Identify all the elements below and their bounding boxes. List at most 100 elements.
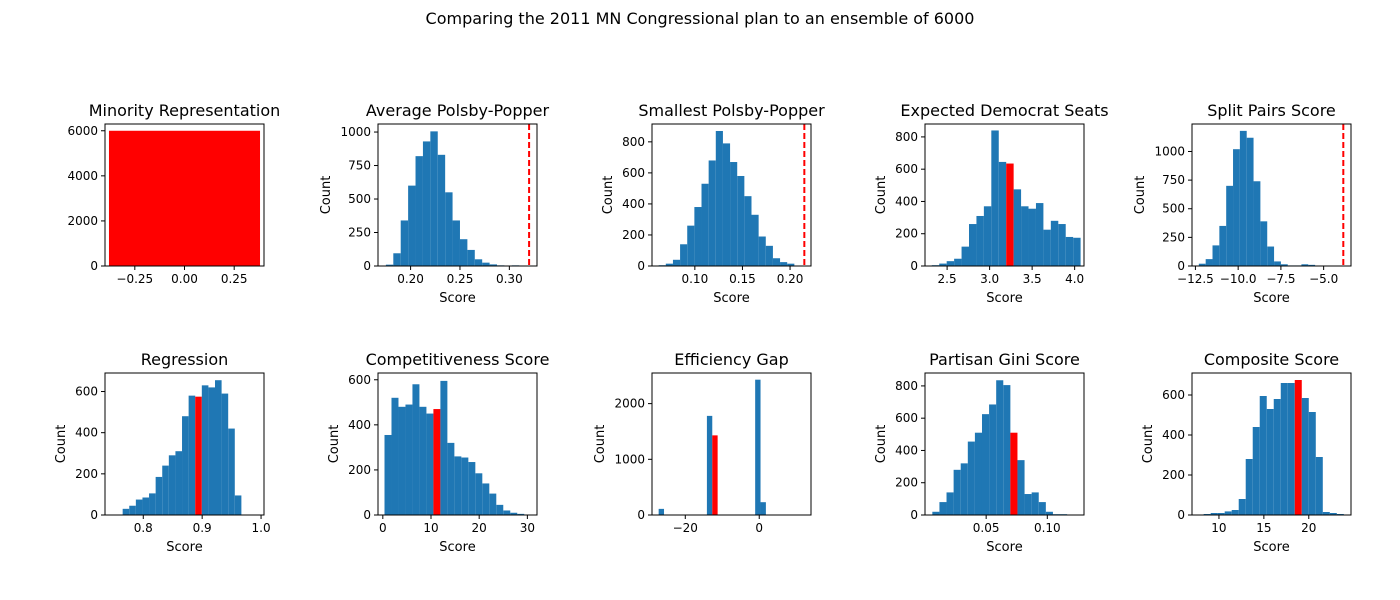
histogram-bar	[991, 130, 999, 266]
axes-frame	[651, 123, 812, 267]
y-tick-label: 250	[1162, 230, 1185, 244]
y-tick-label: 600	[895, 162, 918, 176]
histogram-bar	[1253, 181, 1261, 266]
x-tick-label: 30	[520, 521, 535, 535]
histogram-bar	[974, 432, 982, 515]
histogram-bar	[510, 512, 518, 515]
subplot-7: 0 10 20 30 0 200 400 600 Competitiveness Score Sc…	[327, 350, 550, 555]
y-tick-label: 800	[895, 130, 918, 144]
y-tick-label: 600	[622, 166, 645, 180]
x-tick-label: 4.0	[1065, 272, 1084, 286]
histogram-bar	[967, 441, 975, 515]
histogram-bar	[1058, 224, 1066, 266]
histogram-bar	[701, 183, 709, 266]
histogram-bar	[1212, 245, 1220, 266]
y-tick-label: 750	[348, 159, 371, 173]
subplot-title: Expected Democrat Seats	[900, 101, 1108, 120]
y-tick-label: 750	[1162, 173, 1185, 187]
histogram-bar	[1245, 459, 1253, 515]
subplot-title: Competitiveness Score	[366, 350, 550, 369]
histogram-bar	[482, 262, 490, 266]
histogram-bar	[758, 236, 766, 266]
x-tick-label: 0.25	[221, 272, 248, 286]
y-tick-label: 1000	[614, 452, 645, 466]
histogram-bar	[422, 141, 431, 266]
subplot-title: Efficiency Gap	[674, 350, 789, 369]
histogram-bar	[755, 379, 761, 515]
histogram-bar	[461, 457, 469, 515]
subplot-title: Average Polsby-Popper	[366, 101, 550, 120]
y-tick-label: 0	[637, 508, 645, 522]
histogram-bar	[1239, 130, 1247, 266]
subplot-title: Smallest Polsby-Popper	[638, 101, 825, 120]
histogram-bar	[430, 131, 438, 266]
histogram-bar	[408, 185, 416, 266]
y-tick-label: 0	[363, 508, 371, 522]
x-tick-label: 0.20	[777, 272, 804, 286]
y-axis-label: Count	[1141, 425, 1156, 464]
axes-frame	[1191, 372, 1352, 516]
y-axis-label: Count	[319, 176, 334, 215]
histogram-bar	[1266, 409, 1274, 515]
x-tick-label: 0.25	[447, 272, 474, 286]
histogram-bar	[135, 499, 143, 515]
axes-frame	[924, 372, 1085, 516]
histogram-bar	[482, 483, 490, 515]
histogram-bar	[960, 463, 968, 515]
x-tick-label: −5.0	[1309, 272, 1338, 286]
x-tick-label: 20	[1301, 521, 1316, 535]
histogram-bar	[467, 249, 475, 266]
histogram-bar	[1273, 399, 1281, 515]
histogram-bar	[459, 239, 468, 266]
histogram-bar	[706, 415, 713, 515]
x-axis-label: Score	[439, 291, 475, 306]
x-axis-label: Score	[713, 291, 749, 306]
histogram-bar	[1045, 511, 1053, 515]
y-tick-label: 200	[895, 476, 918, 490]
axes-frame	[377, 123, 538, 267]
histogram-bar	[1003, 385, 1011, 515]
plan-bin-bar	[1006, 163, 1014, 266]
histogram-bar	[787, 263, 795, 266]
y-tick-label: 0	[90, 508, 98, 522]
y-tick-label: 0	[1177, 508, 1185, 522]
x-tick-label: 3.5	[1023, 272, 1042, 286]
x-tick-label: 15	[1256, 521, 1271, 535]
x-tick-label: 1.0	[252, 521, 271, 535]
histogram-bar	[400, 220, 409, 266]
histogram-bar	[658, 508, 665, 515]
y-tick-label: 500	[348, 192, 371, 206]
x-tick-label: 0.05	[973, 521, 1000, 535]
subplot-9: 0.05 0.10 0 200 400 600 800 Partisan Gini Score…	[874, 350, 1085, 555]
histogram-bar	[708, 160, 716, 266]
histogram-bar	[1301, 264, 1309, 266]
histogram-bar	[1231, 510, 1239, 515]
histogram-bar	[1217, 513, 1225, 515]
histogram-bar	[149, 493, 156, 515]
histogram-bar	[939, 263, 947, 266]
plan-bin-bar	[1010, 432, 1018, 515]
histogram-bar	[989, 404, 997, 515]
histogram-bar	[398, 406, 406, 515]
histogram-bar	[1274, 261, 1281, 266]
histogram-bar	[961, 246, 970, 266]
y-tick-label: 400	[75, 426, 98, 440]
y-tick-label: 600	[1162, 388, 1185, 402]
x-axis-label: Score	[986, 291, 1022, 306]
histogram-bar	[1280, 264, 1288, 266]
histogram-bar	[687, 225, 695, 266]
x-tick-label: 10	[1211, 521, 1226, 535]
histogram-bar	[932, 511, 940, 515]
histogram-bar	[1013, 189, 1022, 266]
axes-frame	[104, 372, 265, 516]
y-tick-label: 600	[348, 373, 371, 387]
histogram-bar	[760, 502, 766, 515]
histogram-bar	[1219, 225, 1227, 266]
y-tick-label: 250	[348, 226, 371, 240]
y-tick-label: 4000	[67, 169, 98, 183]
y-tick-label: 400	[895, 443, 918, 457]
histogram-bar	[1035, 203, 1044, 266]
histogram-bar	[188, 395, 196, 515]
histogram-bar	[452, 220, 460, 266]
histogram-bar	[1210, 513, 1218, 515]
